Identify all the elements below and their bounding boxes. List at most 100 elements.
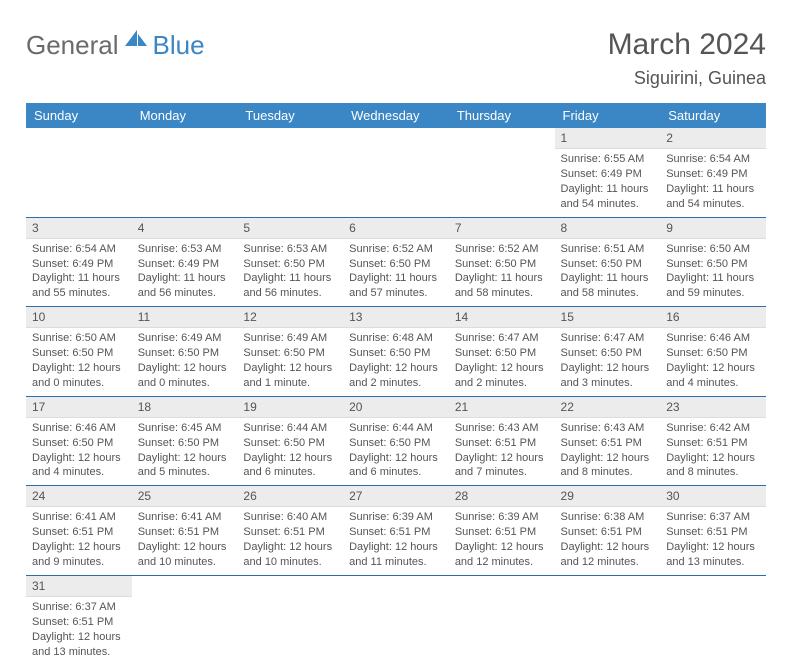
- day-body: [237, 132, 343, 188]
- day-line: Daylight: 12 hours: [349, 540, 443, 555]
- day-line: Sunset: 6:50 PM: [138, 436, 232, 451]
- day-number: 27: [343, 486, 449, 507]
- day-line: Daylight: 12 hours: [32, 630, 126, 645]
- day-line: and 59 minutes.: [666, 286, 760, 301]
- calendar-cell: 19Sunrise: 6:44 AMSunset: 6:50 PMDayligh…: [237, 396, 343, 486]
- day-body: Sunrise: 6:51 AMSunset: 6:50 PMDaylight:…: [555, 239, 661, 306]
- calendar-cell: 1Sunrise: 6:55 AMSunset: 6:49 PMDaylight…: [555, 128, 661, 217]
- day-line: Sunrise: 6:44 AM: [243, 421, 337, 436]
- day-line: and 0 minutes.: [138, 376, 232, 391]
- calendar-cell: 2Sunrise: 6:54 AMSunset: 6:49 PMDaylight…: [660, 128, 766, 217]
- day-line: Sunrise: 6:46 AM: [32, 421, 126, 436]
- header-bar: General Blue March 2024 Siguirini, Guine…: [26, 28, 766, 89]
- brand-part1: General: [26, 30, 119, 61]
- day-line: Daylight: 12 hours: [32, 451, 126, 466]
- day-body: Sunrise: 6:41 AMSunset: 6:51 PMDaylight:…: [132, 507, 238, 574]
- calendar-cell: 24Sunrise: 6:41 AMSunset: 6:51 PMDayligh…: [26, 486, 132, 576]
- day-number: 22: [555, 397, 661, 418]
- day-line: Sunrise: 6:52 AM: [455, 242, 549, 257]
- calendar-cell: [237, 128, 343, 217]
- day-line: Sunrise: 6:55 AM: [561, 152, 655, 167]
- day-number: 29: [555, 486, 661, 507]
- day-number: 4: [132, 218, 238, 239]
- calendar-cell: [132, 128, 238, 217]
- day-line: Sunrise: 6:47 AM: [561, 331, 655, 346]
- day-line: Sunrise: 6:53 AM: [138, 242, 232, 257]
- calendar-cell: 11Sunrise: 6:49 AMSunset: 6:50 PMDayligh…: [132, 307, 238, 397]
- calendar-cell: 27Sunrise: 6:39 AMSunset: 6:51 PMDayligh…: [343, 486, 449, 576]
- day-line: Daylight: 12 hours: [32, 540, 126, 555]
- day-line: Sunset: 6:51 PM: [455, 525, 549, 540]
- day-line: Sunset: 6:50 PM: [32, 346, 126, 361]
- calendar-body: 1Sunrise: 6:55 AMSunset: 6:49 PMDaylight…: [26, 128, 766, 664]
- day-body: Sunrise: 6:46 AMSunset: 6:50 PMDaylight:…: [660, 328, 766, 395]
- day-line: Sunset: 6:51 PM: [666, 436, 760, 451]
- day-number: 6: [343, 218, 449, 239]
- day-body: Sunrise: 6:47 AMSunset: 6:50 PMDaylight:…: [555, 328, 661, 395]
- calendar-cell: 20Sunrise: 6:44 AMSunset: 6:50 PMDayligh…: [343, 396, 449, 486]
- day-line: Sunrise: 6:49 AM: [138, 331, 232, 346]
- day-line: Sunset: 6:50 PM: [243, 257, 337, 272]
- day-line: Daylight: 12 hours: [455, 540, 549, 555]
- calendar-cell: 7Sunrise: 6:52 AMSunset: 6:50 PMDaylight…: [449, 217, 555, 307]
- day-line: Sunset: 6:51 PM: [32, 615, 126, 630]
- calendar-cell: [237, 575, 343, 664]
- day-line: Daylight: 11 hours: [349, 271, 443, 286]
- day-body: Sunrise: 6:55 AMSunset: 6:49 PMDaylight:…: [555, 149, 661, 216]
- day-body: Sunrise: 6:53 AMSunset: 6:49 PMDaylight:…: [132, 239, 238, 306]
- day-line: Sunset: 6:50 PM: [349, 346, 443, 361]
- day-number: 15: [555, 307, 661, 328]
- day-header-row: SundayMondayTuesdayWednesdayThursdayFrid…: [26, 103, 766, 128]
- day-header: Wednesday: [343, 103, 449, 128]
- day-number: 21: [449, 397, 555, 418]
- day-line: Sunrise: 6:42 AM: [666, 421, 760, 436]
- day-line: and 11 minutes.: [349, 555, 443, 570]
- day-line: Sunrise: 6:51 AM: [561, 242, 655, 257]
- calendar-cell: 9Sunrise: 6:50 AMSunset: 6:50 PMDaylight…: [660, 217, 766, 307]
- day-line: Sunrise: 6:39 AM: [455, 510, 549, 525]
- day-line: Daylight: 12 hours: [243, 451, 337, 466]
- day-body: [237, 580, 343, 636]
- day-line: Sunset: 6:50 PM: [455, 346, 549, 361]
- day-line: Sunrise: 6:54 AM: [32, 242, 126, 257]
- day-line: Daylight: 12 hours: [455, 361, 549, 376]
- day-line: Daylight: 11 hours: [455, 271, 549, 286]
- calendar-table: SundayMondayTuesdayWednesdayThursdayFrid…: [26, 103, 766, 664]
- day-line: Sunset: 6:49 PM: [138, 257, 232, 272]
- calendar-cell: [132, 575, 238, 664]
- day-line: Daylight: 11 hours: [32, 271, 126, 286]
- day-line: and 9 minutes.: [32, 555, 126, 570]
- day-line: Daylight: 11 hours: [243, 271, 337, 286]
- day-line: and 12 minutes.: [561, 555, 655, 570]
- day-number: 28: [449, 486, 555, 507]
- day-line: Daylight: 12 hours: [666, 451, 760, 466]
- day-number: 8: [555, 218, 661, 239]
- day-line: Sunset: 6:51 PM: [243, 525, 337, 540]
- day-line: Sunrise: 6:54 AM: [666, 152, 760, 167]
- day-number: 23: [660, 397, 766, 418]
- day-line: Sunset: 6:51 PM: [666, 525, 760, 540]
- title-block: March 2024 Siguirini, Guinea: [608, 28, 766, 89]
- calendar-cell: 26Sunrise: 6:40 AMSunset: 6:51 PMDayligh…: [237, 486, 343, 576]
- day-header: Friday: [555, 103, 661, 128]
- day-body: [449, 580, 555, 636]
- calendar-cell: 18Sunrise: 6:45 AMSunset: 6:50 PMDayligh…: [132, 396, 238, 486]
- day-line: and 5 minutes.: [138, 465, 232, 480]
- day-number: 11: [132, 307, 238, 328]
- day-number: 19: [237, 397, 343, 418]
- day-line: and 58 minutes.: [455, 286, 549, 301]
- day-line: Daylight: 11 hours: [666, 271, 760, 286]
- day-line: and 7 minutes.: [455, 465, 549, 480]
- location-title: Siguirini, Guinea: [608, 68, 766, 89]
- calendar-cell: 22Sunrise: 6:43 AMSunset: 6:51 PMDayligh…: [555, 396, 661, 486]
- day-line: Sunset: 6:50 PM: [349, 257, 443, 272]
- day-body: Sunrise: 6:40 AMSunset: 6:51 PMDaylight:…: [237, 507, 343, 574]
- day-body: Sunrise: 6:50 AMSunset: 6:50 PMDaylight:…: [26, 328, 132, 395]
- calendar-cell: 15Sunrise: 6:47 AMSunset: 6:50 PMDayligh…: [555, 307, 661, 397]
- calendar-cell: 5Sunrise: 6:53 AMSunset: 6:50 PMDaylight…: [237, 217, 343, 307]
- calendar-cell: [343, 575, 449, 664]
- calendar-cell: 25Sunrise: 6:41 AMSunset: 6:51 PMDayligh…: [132, 486, 238, 576]
- calendar-cell: [26, 128, 132, 217]
- day-body: Sunrise: 6:43 AMSunset: 6:51 PMDaylight:…: [555, 418, 661, 485]
- calendar-cell: 21Sunrise: 6:43 AMSunset: 6:51 PMDayligh…: [449, 396, 555, 486]
